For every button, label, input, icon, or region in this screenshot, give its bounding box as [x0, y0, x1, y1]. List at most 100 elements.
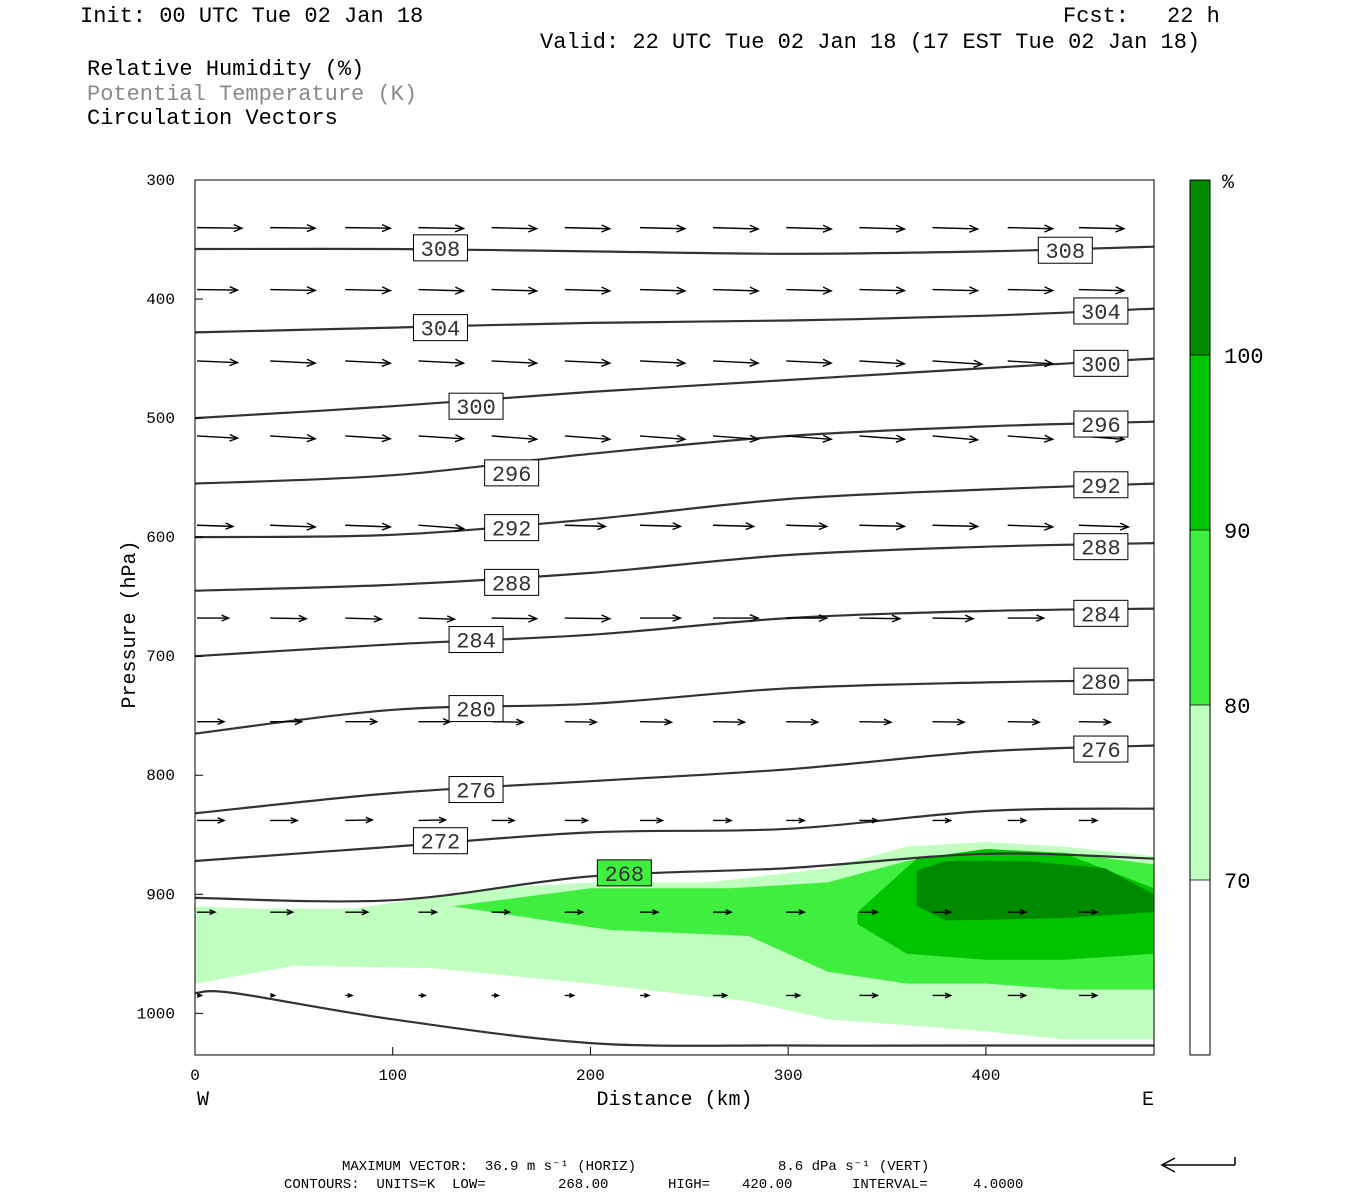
theta-contour-label: 284 — [448, 626, 504, 655]
wind-vector — [1078, 224, 1126, 233]
legend-theta: Potential Temperature (K) — [87, 82, 418, 107]
wind-vector — [418, 358, 466, 367]
wind-vector — [196, 433, 240, 442]
y-tick-label: 600 — [146, 529, 175, 547]
wind-vector — [345, 434, 393, 443]
theta-label-text: 300 — [1081, 353, 1121, 378]
x-tick-label: 100 — [378, 1067, 407, 1085]
wind-vector — [270, 817, 300, 824]
theta-contour-292 — [195, 482, 1154, 539]
wind-vector — [1007, 718, 1042, 726]
y-tick-label: 900 — [146, 886, 175, 904]
theta-label-text: 280 — [456, 699, 496, 724]
theta-label-text: 272 — [421, 831, 461, 856]
theta-contour-284 — [195, 607, 1154, 658]
wind-vector — [932, 224, 980, 233]
theta-contour-label: 296 — [484, 459, 540, 488]
colorbar-tick-label: 70 — [1224, 870, 1250, 895]
wind-vector — [639, 909, 660, 916]
theta-label-text: 308 — [421, 238, 461, 263]
wind-vector — [345, 718, 379, 726]
wind-vector — [491, 434, 539, 443]
wind-vector — [491, 614, 539, 623]
wind-vector — [932, 718, 966, 726]
x-tick-label: 300 — [774, 1067, 803, 1085]
wind-vector — [491, 358, 539, 367]
wind-vector — [859, 992, 880, 999]
wind-vector — [932, 817, 953, 824]
wind-vector — [1007, 522, 1055, 531]
wind-vector — [564, 817, 590, 824]
wind-vector — [418, 718, 452, 726]
contours-label: CONTOURS: UNITS=K LOW= — [284, 1177, 486, 1193]
legend-rh: Relative Humidity (%) — [87, 57, 365, 82]
theta-contour-288 — [195, 542, 1154, 592]
wind-vector — [564, 909, 585, 916]
theta-label-text: 276 — [456, 780, 496, 805]
plot-frame — [194, 179, 1155, 1056]
wind-vector — [639, 434, 687, 443]
wind-vector — [270, 434, 317, 443]
max-vector-text: MAXIMUM VECTOR: 36.9 m s⁻¹ (HORIZ) — [342, 1159, 637, 1175]
theta-label-text: 284 — [456, 630, 496, 655]
wind-vector — [1007, 992, 1028, 999]
contours-low: 268.00 — [558, 1177, 609, 1193]
wind-vector — [197, 817, 226, 824]
wind-vector — [418, 224, 466, 233]
theta-contour-268 — [195, 852, 1154, 903]
theta-contour-label: 288 — [484, 568, 540, 597]
contour-label-layer: 308 308 304 304 300 300 296 296 292 292 288 288 284 2… — [412, 234, 1129, 888]
wind-vector — [786, 522, 829, 531]
wind-vector — [859, 434, 907, 443]
wind-vector — [564, 614, 612, 623]
colorbar-band — [1190, 355, 1210, 530]
colorbar: 70 80 90 100% — [1189, 172, 1264, 1056]
wind-vector — [1007, 817, 1028, 824]
wind-vector — [639, 286, 687, 295]
wind-vector — [491, 992, 501, 998]
theta-label-text: 292 — [492, 518, 532, 543]
colorbar-tick-label: 80 — [1224, 695, 1250, 720]
wind-vector — [270, 614, 308, 623]
wind-vector — [1078, 909, 1099, 916]
theta-contour-label: 276 — [448, 776, 504, 805]
contours-high: 420.00 — [742, 1177, 793, 1193]
contours-high-label: HIGH= — [668, 1177, 711, 1193]
theta-label-text: 280 — [1081, 671, 1121, 696]
theta-contour-label: 272 — [412, 827, 468, 856]
x-tick-label: 200 — [576, 1067, 605, 1085]
theta-label-text: 300 — [456, 396, 496, 421]
theta-contour-label: 288 — [1073, 533, 1129, 562]
theta-contour-label: 292 — [484, 514, 540, 543]
y-tick-label: 400 — [146, 291, 175, 309]
wind-vector — [1007, 434, 1055, 443]
wind-vector — [418, 909, 439, 916]
theta-contour-300 — [195, 357, 1154, 420]
theta-contour-label: 268 — [596, 859, 652, 888]
y-tick-label: 500 — [146, 410, 175, 428]
wind-vector — [713, 224, 760, 233]
wind-vector — [859, 522, 907, 531]
wind-vector — [786, 718, 820, 726]
wind-vector — [1007, 909, 1028, 916]
wind-vector — [1078, 718, 1113, 726]
wind-vector — [1078, 286, 1126, 295]
wind-vector — [713, 992, 729, 999]
wind-vector — [564, 358, 612, 367]
theta-contour-308 — [195, 245, 1154, 255]
wind-vector — [564, 992, 576, 999]
theta-contour-304 — [195, 307, 1154, 334]
colorbar-unit: % — [1222, 172, 1235, 195]
theta-label-text: 288 — [492, 572, 532, 597]
wind-vector — [345, 522, 393, 531]
theta-label-text: 284 — [1081, 603, 1121, 628]
wind-vector — [270, 522, 318, 531]
wind-vector — [345, 908, 370, 916]
wind-vector — [639, 718, 674, 726]
colorbar-band — [1190, 180, 1210, 355]
wind-vector — [639, 224, 687, 233]
wind-vector — [786, 224, 833, 233]
theta-label-text: 292 — [1081, 475, 1121, 500]
theta-label-text: 296 — [492, 463, 532, 488]
